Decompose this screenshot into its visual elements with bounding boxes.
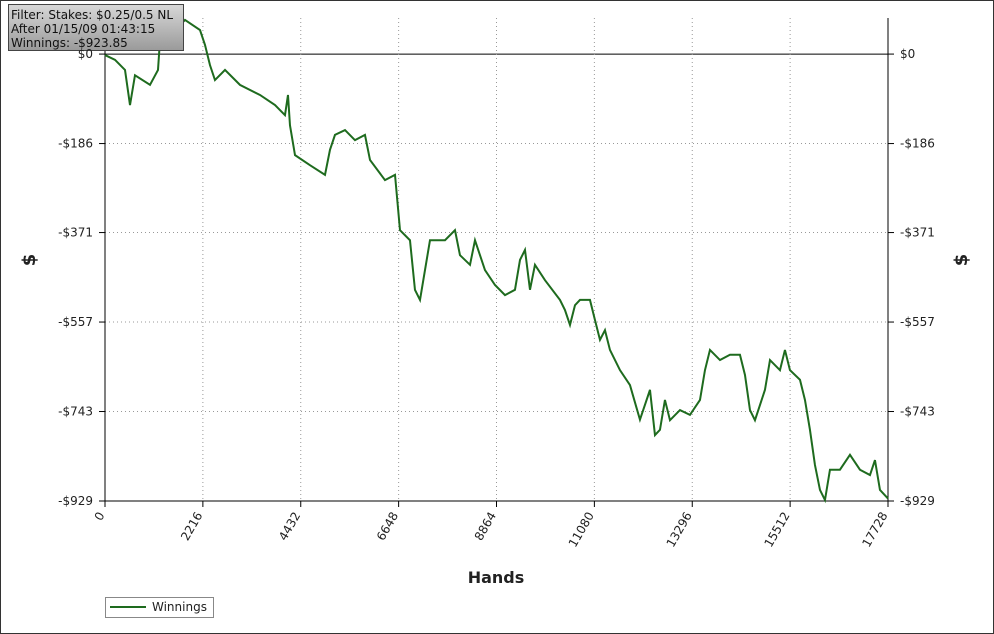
- y-axis-label: $: [19, 254, 40, 267]
- y-tick-label: -$186: [58, 137, 93, 151]
- legend: [105, 597, 214, 618]
- y-tick-label: -$557: [58, 315, 93, 329]
- y2-tick-label: -$743: [900, 405, 935, 419]
- y2-tick-label: -$186: [900, 137, 935, 151]
- y2-tick-label: -$371: [900, 226, 935, 240]
- annotation: After 01/15/09 01:43:15: [11, 22, 155, 36]
- annotation: Filter: Stakes: $0.25/0.5 NL: [11, 8, 173, 22]
- legend-label: Winnings: [152, 600, 207, 614]
- y-tick-label: -$743: [58, 405, 93, 419]
- y2-tick-label: $0: [900, 47, 915, 61]
- series-line: [104, 18, 889, 504]
- y2-tick-label: -$557: [900, 315, 935, 329]
- y2-axis-label: $: [951, 254, 972, 267]
- x-axis-label: Hands: [468, 568, 525, 587]
- y-tick-label: -$371: [58, 226, 93, 240]
- y-tick-label: $0: [78, 47, 93, 61]
- filter-box: [8, 4, 184, 51]
- y2-tick-label: -$929: [900, 494, 935, 508]
- annotation: Winnings: -$923.85: [11, 36, 128, 50]
- y-tick-label: -$929: [58, 494, 93, 508]
